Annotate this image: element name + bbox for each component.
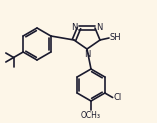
Text: Cl: Cl bbox=[114, 93, 122, 102]
Text: N: N bbox=[72, 23, 78, 32]
Text: N: N bbox=[96, 23, 102, 32]
Text: SH: SH bbox=[110, 33, 122, 43]
Text: N: N bbox=[84, 50, 90, 59]
Text: OCH₃: OCH₃ bbox=[81, 111, 101, 120]
